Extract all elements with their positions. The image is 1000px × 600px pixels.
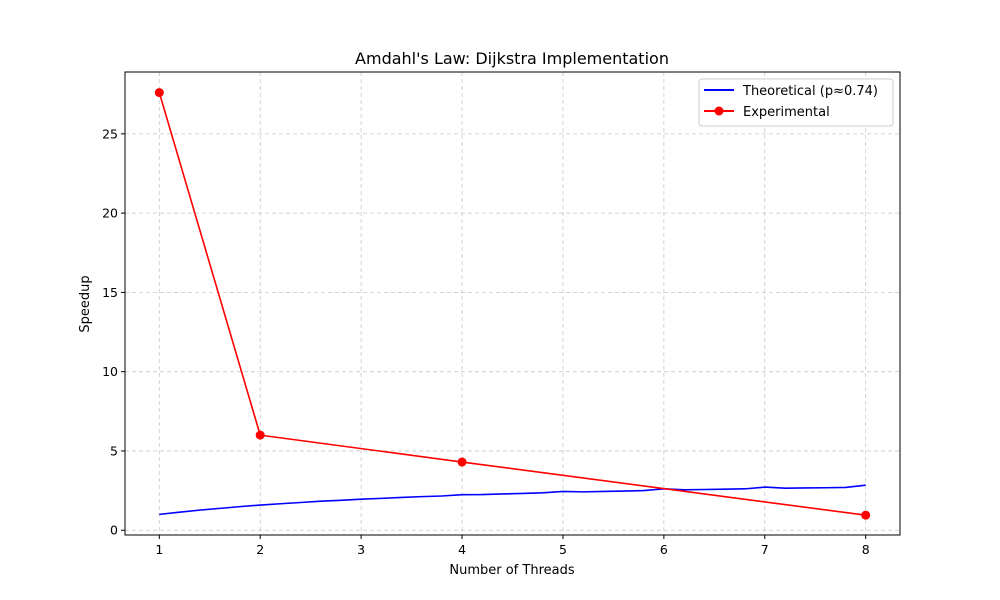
plot-frame: [124, 71, 901, 536]
data-point-experimental: [154, 88, 164, 98]
y-tick-label: 15: [102, 285, 118, 300]
y-axis-ticks: 0 5 10 15 20 25: [102, 126, 125, 538]
y-axis-label: Speedup: [78, 275, 93, 332]
x-axis-label: Number of Threads: [449, 563, 574, 578]
data-point-experimental: [255, 430, 265, 440]
series-line-experimental: [158, 92, 866, 516]
x-tick-label: 7: [761, 542, 769, 557]
legend-marker-experimental: [714, 106, 724, 116]
series-layer: [154, 88, 871, 520]
x-tick-label: 6: [660, 542, 668, 557]
grid-lines: [125, 72, 900, 535]
x-tick-label: 2: [256, 542, 264, 557]
y-tick-label: 25: [102, 126, 118, 141]
x-tick-label: 8: [862, 542, 870, 557]
x-tick-label: 5: [559, 542, 567, 557]
legend-label-theoretical: Theoretical (p≈0.74): [742, 84, 878, 99]
legend: Theoretical (p≈0.74) Experimental: [698, 78, 894, 127]
y-tick-label: 10: [102, 364, 118, 379]
series-line-theoretical: [159, 484, 866, 516]
legend-label-experimental: Experimental: [743, 105, 830, 120]
x-tick-label: 4: [458, 542, 466, 557]
legend-box: [698, 78, 894, 127]
data-point-experimental: [457, 457, 467, 467]
chart-title: Amdahl's Law: Dijkstra Implementation: [355, 49, 669, 68]
y-tick-label: 20: [102, 206, 118, 221]
y-tick-label: 5: [110, 443, 118, 458]
x-tick-label: 1: [155, 542, 163, 557]
x-axis-ticks: 1 2 3 4 5 6 7 8: [155, 535, 870, 557]
y-tick-label: 0: [110, 523, 118, 538]
x-tick-label: 3: [357, 542, 365, 557]
data-point-experimental: [861, 510, 871, 520]
